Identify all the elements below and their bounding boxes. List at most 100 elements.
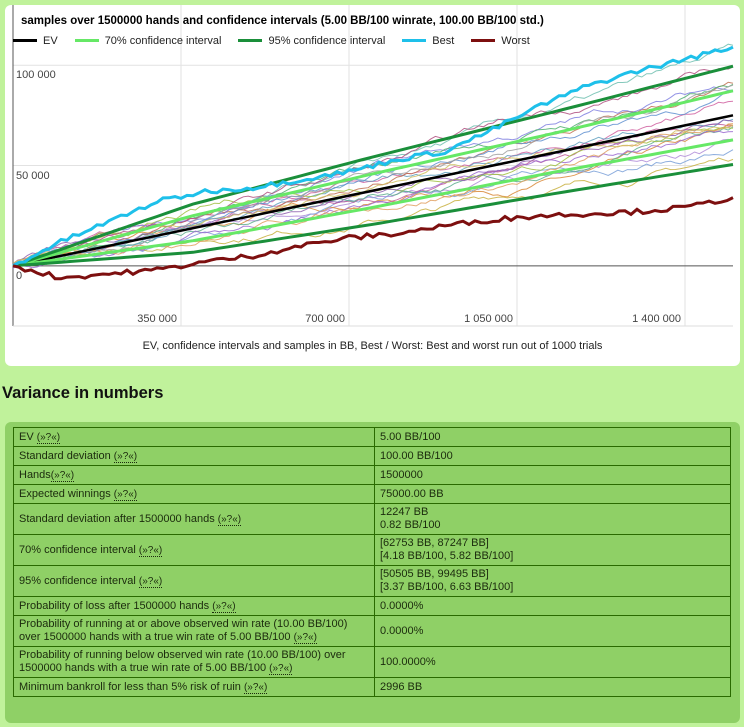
stats-label: Probability of running below observed wi… (13, 646, 375, 678)
legend-item[interactable]: EV (13, 35, 58, 47)
stats-label-text: 70% confidence interval (19, 543, 139, 556)
stats-value-line: 0.0000% (380, 599, 424, 612)
stats-value-line: 0.0000% (380, 624, 424, 637)
y-tick-label: 0 (16, 269, 23, 282)
stats-value-line: 12247 BB (380, 506, 429, 518)
help-link[interactable]: (»?«) (113, 488, 138, 501)
help-link[interactable]: (»?«) (138, 575, 163, 588)
help-link[interactable]: (»?«) (243, 681, 268, 694)
legend-label: 95% confidence interval (268, 34, 386, 47)
stats-row: Expected winnings (»?«) 75000.00 BB (13, 484, 731, 504)
legend-swatch (471, 39, 496, 42)
stats-value: 5.00 BB/100 (374, 427, 731, 447)
help-link[interactable]: (»?«) (50, 469, 75, 482)
section-heading: Variance in numbers (2, 384, 164, 402)
ev-line (12, 114, 734, 268)
stats-table-container: EV (»?«) 5.00 BB/100 Standard deviation (»… (5, 422, 740, 723)
x-tick-label: 350 000 (137, 313, 177, 325)
legend-label: 70% confidence interval (104, 34, 222, 47)
legend-swatch (13, 39, 37, 42)
stats-row: Minimum bankroll for less than 5% risk o… (13, 677, 731, 697)
stats-value: 100.00 BB/100 (374, 446, 731, 466)
y-tick-label: 100 000 (16, 69, 56, 82)
x-tick-label: 1 050 000 (464, 313, 513, 325)
stats-label-text: Standard deviation after 1500000 hands (19, 512, 218, 525)
70-lower-line (12, 138, 734, 268)
help-link[interactable]: (»?«) (212, 600, 236, 613)
stats-label-text: Probability of loss after 1500000 hands (19, 599, 213, 612)
legend-label: Best (432, 34, 455, 47)
best-line (12, 45, 734, 268)
stats-row: Probability of running at or above obser… (13, 615, 731, 647)
stats-value: [50505 BB, 99495 BB] [3.37 BB/100, 6.63 B… (374, 565, 731, 597)
stats-value-line: 2996 BB (380, 680, 423, 693)
95-upper-line (12, 64, 734, 268)
stats-label: 70% confidence interval (»?«) (13, 534, 375, 566)
worst-line (12, 196, 734, 281)
legend-label: Worst (501, 34, 530, 47)
stats-value-line: [3.37 BB/100, 6.63 BB/100] (380, 581, 514, 593)
sample-run-line (12, 129, 734, 269)
stats-value: 0.0000% (374, 615, 731, 647)
x-tick-label: 1 400 000 (632, 313, 681, 325)
chart-legend: EV 70% confidence interval 95% confidence … (13, 33, 547, 47)
legend-item[interactable]: 70% confidence interval (74, 34, 222, 47)
stats-label: EV (»?«) (13, 427, 375, 447)
line-chart (12, 5, 734, 327)
legend-item[interactable]: Worst (471, 35, 530, 47)
stats-label: 95% confidence interval (»?«) (13, 565, 375, 597)
legend-swatch (402, 39, 427, 42)
stats-label: Standard deviation (»?«) (13, 446, 375, 466)
stats-value: 75000.00 BB (374, 484, 731, 504)
stats-label: Expected winnings (»?«) (13, 484, 375, 504)
stats-row: 70% confidence interval (»?«) [62753 BB, … (13, 534, 731, 566)
help-link[interactable]: (»?«) (36, 431, 61, 444)
sample-run-line (12, 149, 734, 266)
legend-swatch (238, 39, 263, 42)
help-link[interactable]: (»?«) (217, 513, 242, 526)
stats-value-line: [4.18 BB/100, 5.82 BB/100] (380, 550, 514, 562)
stats-row: EV (»?«) 5.00 BB/100 (13, 427, 731, 447)
sample-run-line (12, 118, 734, 265)
stats-label: Hands(»?«) (13, 465, 375, 485)
chart-title: samples over 1500000 hands and confidenc… (21, 15, 544, 27)
chart-caption: EV, confidence intervals and samples in … (142, 340, 603, 352)
stats-value-line: 75000.00 BB (380, 487, 444, 500)
stats-value: 100.0000% (374, 646, 731, 678)
help-link[interactable]: (»?«) (269, 663, 293, 675)
stats-value-line: [50505 BB, 99495 BB] (380, 568, 489, 580)
stats-table: EV (»?«) 5.00 BB/100 Standard deviation (»… (13, 427, 731, 697)
sample-run-line (12, 123, 734, 266)
stats-value-line: 5.00 BB/100 (380, 430, 441, 443)
stats-label: Minimum bankroll for less than 5% risk o… (13, 677, 375, 697)
stats-row: Probability of loss after 1500000 hands … (13, 596, 731, 616)
legend-item[interactable]: Best (402, 35, 454, 47)
help-link[interactable]: (»?«) (138, 544, 163, 557)
x-tick-label: 700 000 (305, 313, 345, 325)
stats-value: 12247 BB 0.82 BB/100 (374, 503, 731, 535)
stats-value-line: 1500000 (380, 468, 423, 481)
legend-item[interactable]: 95% confidence interval (238, 35, 385, 47)
stats-label: Probability of loss after 1500000 hands … (13, 596, 375, 616)
stats-label-text: 95% confidence interval (19, 574, 139, 587)
stats-row: 95% confidence interval (»?«) [50505 BB, … (13, 565, 731, 597)
sample-run-line (12, 66, 734, 266)
stats-row: Standard deviation (»?«) 100.00 BB/100 (13, 446, 731, 466)
stats-value-line: 0.82 BB/100 (380, 519, 441, 531)
help-link[interactable]: (»?«) (293, 632, 317, 644)
stats-label-text: Expected winnings (19, 487, 114, 500)
stats-row: Probability of running below observed wi… (13, 646, 731, 678)
stats-label-text: Probability of running below observed wi… (19, 649, 346, 674)
stats-label-text: Hands (19, 468, 51, 481)
stats-value: 2996 BB (374, 677, 731, 697)
stats-row: Hands(»?«) 1500000 (13, 465, 731, 485)
stats-label-text: Probability of running at or above obser… (19, 618, 348, 643)
stats-value: 0.0000% (374, 596, 731, 616)
stats-label: Probability of running at or above obser… (13, 615, 375, 647)
70-upper-line (12, 89, 734, 268)
stats-row: Standard deviation after 1500000 hands (… (13, 503, 731, 535)
stats-label-text: Standard deviation (19, 449, 114, 462)
help-link[interactable]: (»?«) (113, 450, 138, 463)
stats-value-line: 100.0000% (380, 655, 436, 668)
stats-label: Standard deviation after 1500000 hands (… (13, 503, 375, 535)
